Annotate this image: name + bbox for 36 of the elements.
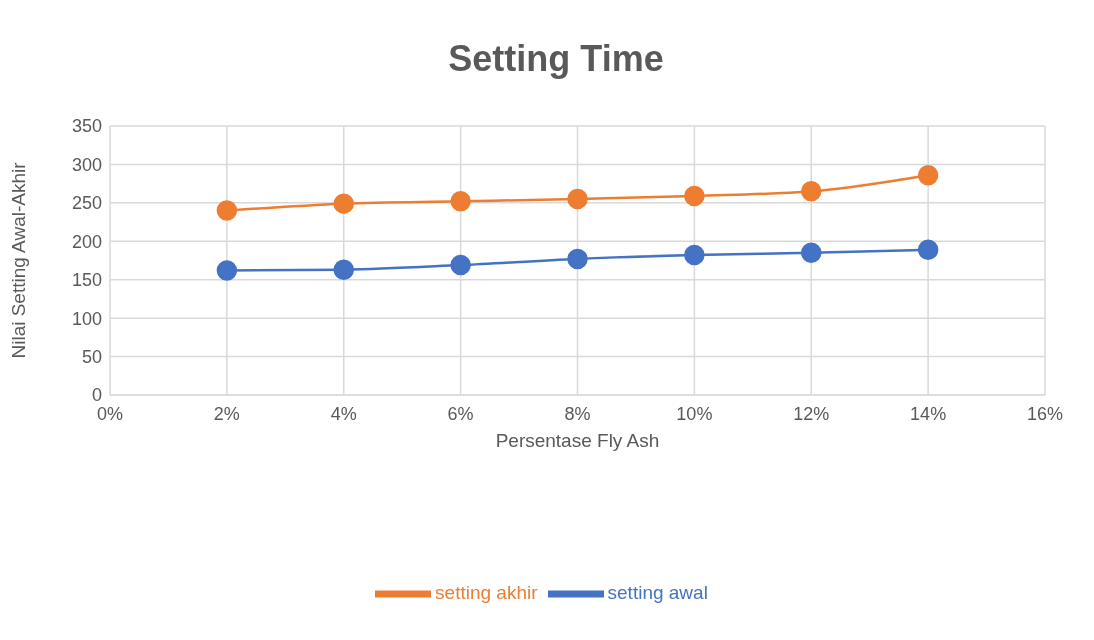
x-tick-label: 8% — [564, 403, 591, 424]
x-axis-title: Persentase Fly Ash — [495, 430, 660, 451]
x-tick-label: 14% — [910, 403, 947, 424]
x-tick-label: 6% — [447, 403, 474, 424]
point — [917, 164, 939, 186]
y-tick-label: 0 — [91, 385, 102, 406]
point — [567, 188, 588, 210]
y-tick-label: 250 — [71, 193, 102, 214]
x-tick-label: 2% — [213, 403, 240, 424]
point — [801, 242, 822, 264]
point — [216, 200, 238, 221]
point — [801, 181, 822, 202]
legend-label: setting akhir — [435, 582, 538, 604]
x-tick-label: 16% — [1026, 403, 1064, 424]
point — [567, 248, 588, 270]
y-tick-label: 50 — [81, 346, 102, 367]
point — [684, 244, 705, 266]
x-tick-label: 10% — [676, 403, 713, 424]
chart-title: Setting Time — [447, 38, 665, 80]
point — [684, 185, 705, 207]
y-tick-label: 150 — [71, 270, 102, 291]
y-axis-title: Nilai Setting Awal-Akhir — [7, 161, 29, 359]
point — [450, 254, 471, 276]
legend-label: setting awal — [607, 582, 708, 604]
y-tick-label: 200 — [71, 231, 102, 252]
x-tick-label: 4% — [330, 403, 357, 424]
x-tick-label: 12% — [793, 403, 830, 424]
point — [450, 191, 471, 212]
point — [216, 260, 238, 281]
y-tick-label: 300 — [71, 154, 102, 175]
y-tick-label: 350 — [71, 116, 102, 137]
point — [917, 239, 939, 260]
point — [333, 193, 354, 214]
y-tick-label: 100 — [71, 308, 102, 329]
point — [333, 259, 354, 280]
x-tick-label: 0% — [96, 403, 124, 424]
